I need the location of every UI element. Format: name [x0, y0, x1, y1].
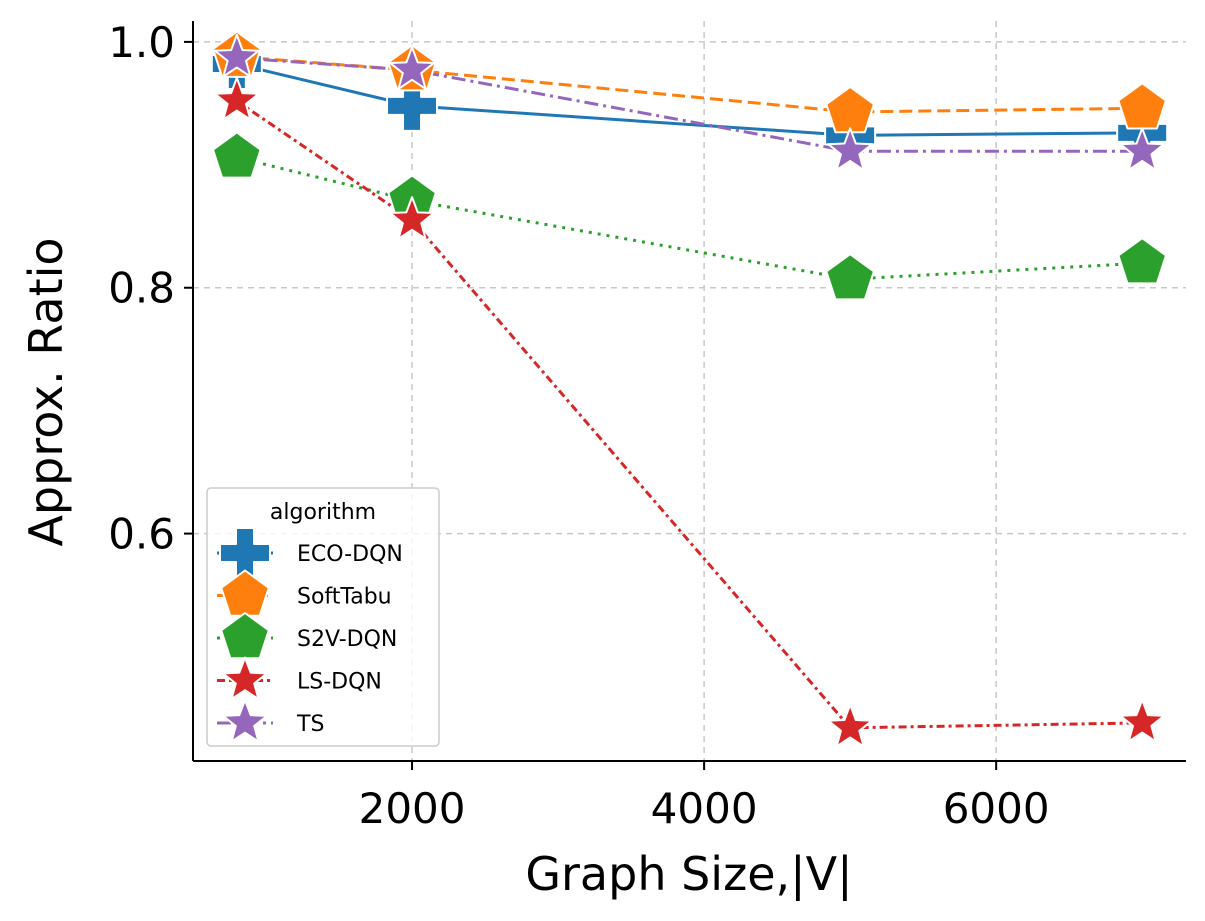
series-line: [236, 62, 1143, 137]
data-point: [213, 33, 260, 78]
data-point: [825, 85, 875, 134]
legend-marker: [222, 699, 268, 743]
y-tick-label: 1.0: [108, 18, 175, 67]
series-line: [236, 55, 1143, 114]
legend-entry-label: S2V-DQN: [297, 627, 397, 652]
data-point: [1117, 82, 1167, 130]
data-point: [389, 196, 435, 240]
legend-entry-label: LS-DQN: [297, 670, 382, 695]
x-tick-label: 6000: [943, 784, 1050, 833]
series-line: [236, 155, 1143, 281]
data-point: [827, 127, 874, 171]
data-point: [213, 76, 260, 121]
data-point: [386, 79, 439, 132]
data-point: [1117, 237, 1167, 285]
data-point: [1119, 127, 1166, 171]
series-lines: [235, 55, 1143, 730]
legend-entry-label: ECO-DQN: [297, 542, 403, 567]
data-point: [212, 131, 262, 179]
x-tick-label: 4000: [651, 784, 758, 833]
axes: [192, 21, 1186, 762]
legend-marker: [222, 656, 268, 701]
y-tick-label: 0.8: [108, 264, 175, 313]
series-line: [235, 99, 1143, 730]
series-line: [236, 56, 1143, 153]
data-point: [389, 46, 435, 90]
y-axis-label: Approx. Ratio: [19, 237, 73, 546]
legend-entry-label: TS: [296, 712, 324, 737]
legend-entry-label: SoftTabu: [297, 585, 392, 610]
tick-labels: 2000 4000 6000 0.6 0.8 1.0: [108, 18, 1049, 833]
x-axis-label: Graph Size,|V|: [525, 847, 852, 902]
x-tick-label: 2000: [359, 784, 466, 833]
data-point: [1119, 698, 1166, 743]
series-markers: [210, 30, 1169, 748]
legend-title: algorithm: [270, 500, 376, 525]
legend-entries: ECO-DQN SoftTabu S2V-DQN LS-DQN TS: [217, 527, 403, 743]
y-tick-label: 0.6: [108, 510, 175, 559]
data-point: [827, 703, 874, 748]
data-point: [825, 253, 875, 301]
legend: algorithm ECO-DQN SoftTabu S2V-DQN LS-DQN TS: [206, 487, 440, 747]
